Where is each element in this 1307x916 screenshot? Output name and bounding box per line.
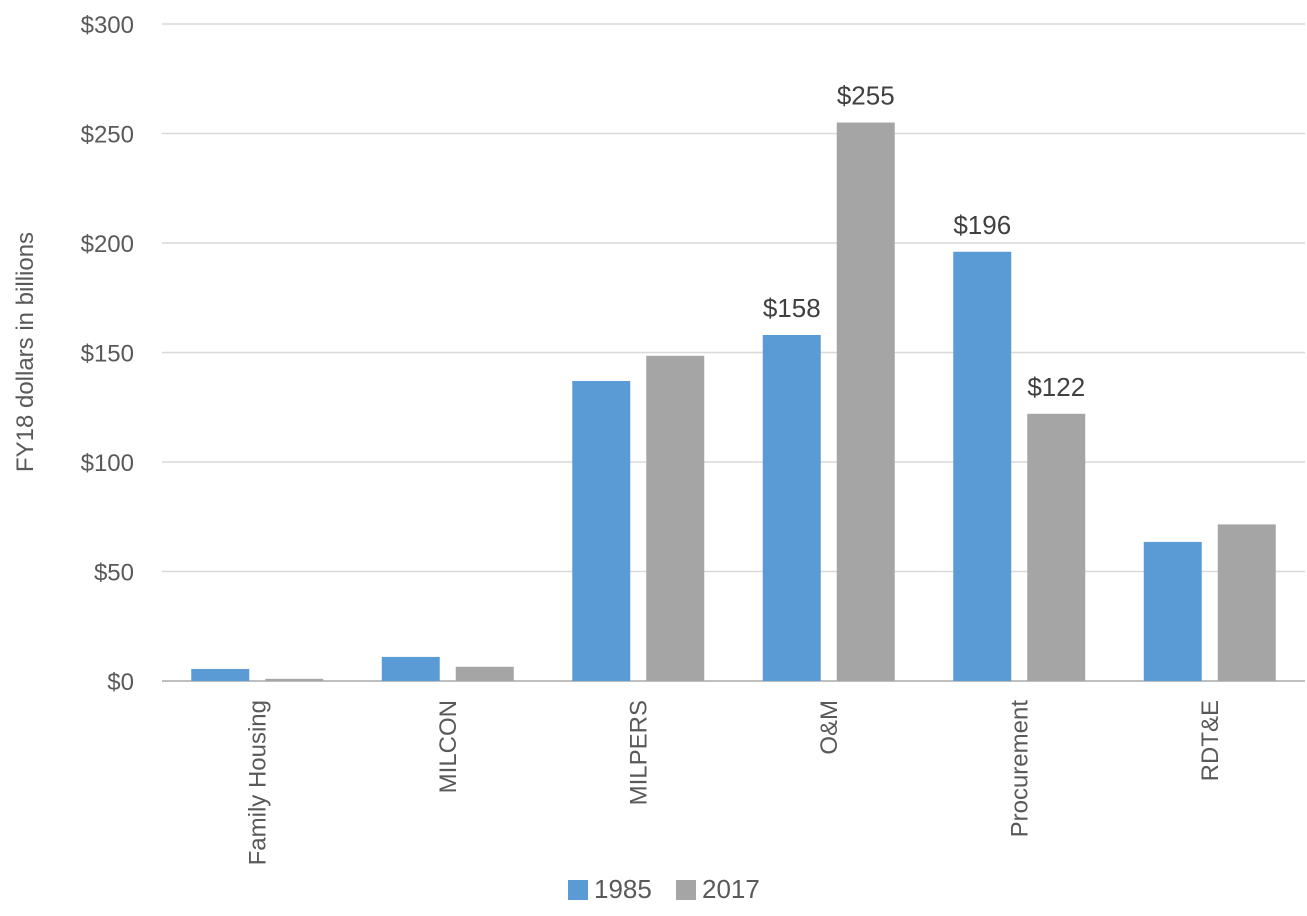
y-tick-label: $250 [81,122,134,149]
data-label: $122 [1027,372,1085,402]
y-axis-title: FY18 dollars in billions [12,232,39,472]
bar-2017 [455,666,514,681]
x-axis-categories: Family Housing MILCON MILPERS O&M Procuremen… [244,700,1224,866]
data-label: $196 [953,210,1011,240]
bar-2017 [1027,413,1086,681]
bar-1985 [381,656,440,681]
bar-1985 [572,380,631,681]
bar-2017 [1217,524,1276,681]
x-tick-label: MILPERS [625,700,652,805]
x-tick-label: MILCON [435,700,462,793]
legend-swatch-1985 [568,880,588,900]
y-tick-label: $200 [81,231,134,258]
bars [191,122,1276,682]
bar-1985 [953,251,1012,681]
y-tick-label: $100 [81,450,134,477]
bar-2017 [265,678,324,681]
legend: 1985 2017 [568,874,760,904]
data-label: $158 [763,293,821,323]
x-tick-label: O&M [816,700,843,755]
x-tick-label: Family Housing [244,700,271,865]
y-axis-ticks: $0 $50 $100 $150 $200 $250 $300 [81,12,134,696]
bar-2017 [836,122,895,682]
x-tick-label: Procurement [1006,700,1033,838]
legend-label: 1985 [594,874,652,904]
bar-1985 [762,334,821,681]
data-labels: $158 $255 $196 $122 [763,81,1085,402]
x-tick-label: RDT&E [1197,700,1224,781]
y-tick-label: $300 [81,12,134,39]
legend-label: 2017 [702,874,760,904]
legend-swatch-2017 [676,880,696,900]
gridlines [162,23,1305,682]
data-label: $255 [837,81,895,111]
y-tick-label: $0 [107,669,134,696]
bar-1985 [191,668,250,681]
bar-1985 [1143,541,1202,681]
y-tick-label: $150 [81,341,134,368]
y-tick-label: $50 [94,560,134,587]
bar-2017 [646,355,705,681]
